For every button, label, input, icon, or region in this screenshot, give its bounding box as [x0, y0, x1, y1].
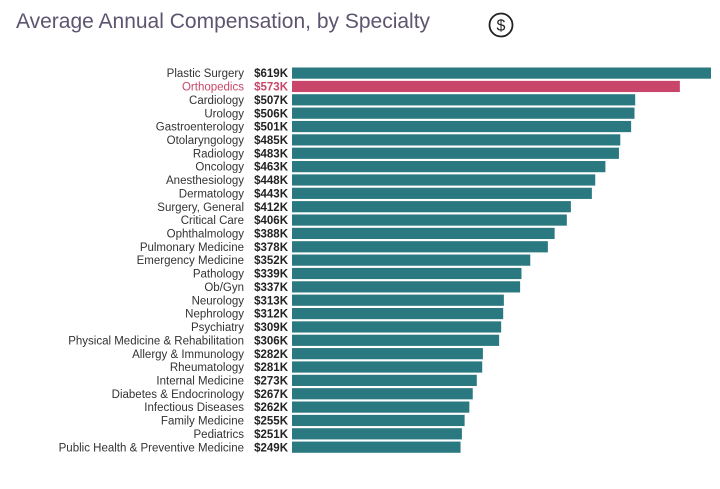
category-label: Infectious Diseases: [144, 402, 244, 414]
chart-title: Average Annual Compensation, by Specialt…: [16, 10, 431, 33]
value-label: $448K: [254, 175, 289, 187]
value-label: $251K: [254, 429, 289, 441]
value-label: $273K: [254, 375, 289, 387]
bar: [292, 134, 621, 146]
bar: [292, 120, 632, 133]
bar: [292, 147, 619, 159]
category-label: Ob/Gyn: [204, 282, 244, 294]
value-label: $337K: [254, 282, 289, 294]
value-label: $249K: [254, 442, 289, 454]
category-label: Physical Medicine & Rehabilitation: [68, 335, 244, 347]
category-label: Pediatrics: [194, 429, 245, 441]
category-label: Diabetes & Endocrinology: [112, 389, 245, 401]
category-label: Psychiatry: [191, 322, 244, 334]
category-label: Anesthesiology: [166, 175, 244, 187]
category-label: Plastic Surgery: [167, 68, 245, 80]
bar: [292, 294, 504, 306]
value-label: $573K: [254, 82, 289, 94]
bar: [292, 414, 465, 427]
category-label: Pathology: [193, 269, 244, 281]
category-label: Surgery, General: [157, 202, 244, 214]
value-label: $378K: [254, 242, 289, 254]
category-label: Gastroenterology: [156, 122, 244, 134]
value-label: $483K: [254, 148, 289, 160]
bar: [292, 428, 462, 440]
category-label: Neurology: [192, 295, 245, 307]
category-label: Internal Medicine: [156, 375, 244, 387]
value-label: $339K: [254, 269, 289, 281]
category-label: Radiology: [193, 148, 244, 160]
bar: [292, 94, 636, 106]
value-label: $255K: [254, 416, 289, 428]
bar: [292, 361, 483, 373]
bar: [292, 80, 680, 93]
value-label: $312K: [254, 309, 289, 321]
value-label: $463K: [254, 162, 289, 174]
value-label: $406K: [254, 215, 289, 227]
bar: [292, 334, 500, 346]
value-label: $485K: [254, 135, 289, 147]
bar: [292, 374, 477, 386]
bar: [292, 267, 522, 280]
bar: [292, 441, 461, 453]
dollar-circle-icon: $: [488, 12, 514, 38]
category-label: Cardiology: [189, 95, 244, 107]
bar: [292, 307, 504, 320]
value-label: $506K: [254, 108, 289, 120]
bar: [292, 254, 531, 266]
bar: [292, 214, 567, 226]
bar: [292, 348, 483, 360]
value-label: $262K: [254, 402, 289, 414]
bar: [292, 401, 470, 413]
category-label: Ophthalmology: [167, 229, 245, 241]
category-label: Urology: [204, 108, 244, 120]
category-label: Otolaryngology: [167, 135, 245, 147]
category-label: Nephrology: [185, 309, 244, 321]
bar: [292, 241, 548, 253]
value-label: $282K: [254, 349, 289, 361]
bar: [292, 174, 596, 186]
value-label: $619K: [254, 68, 289, 80]
bar: [292, 187, 592, 199]
value-label: $309K: [254, 322, 289, 334]
bar: [292, 321, 502, 333]
category-label: Rheumatology: [170, 362, 244, 374]
bar: [292, 388, 473, 400]
value-label: $501K: [254, 122, 289, 134]
category-label: Dermatology: [179, 188, 244, 200]
svg-text:$: $: [497, 18, 506, 35]
value-label: $267K: [254, 389, 289, 401]
category-label: Oncology: [195, 162, 244, 174]
value-label: $352K: [254, 255, 289, 267]
bar: [292, 107, 635, 119]
value-label: $412K: [254, 202, 289, 214]
category-label: Public Health & Preventive Medicine: [59, 442, 244, 454]
category-label: Orthopedics: [182, 82, 244, 94]
category-label: Pulmonary Medicine: [140, 242, 244, 254]
value-label: $388K: [254, 229, 289, 241]
category-label: Allergy & Immunology: [132, 349, 244, 361]
bar: [292, 201, 571, 213]
category-label: Emergency Medicine: [137, 255, 244, 267]
bar: [292, 161, 606, 173]
value-label: $507K: [254, 95, 289, 107]
value-label: $306K: [254, 335, 289, 347]
category-label: Family Medicine: [161, 416, 244, 428]
bar: [292, 67, 711, 79]
bar: [292, 281, 521, 293]
value-label: $281K: [254, 362, 289, 374]
bar: [292, 227, 555, 240]
value-label: $313K: [254, 295, 289, 307]
value-label: $443K: [254, 188, 289, 200]
category-label: Critical Care: [181, 215, 244, 227]
